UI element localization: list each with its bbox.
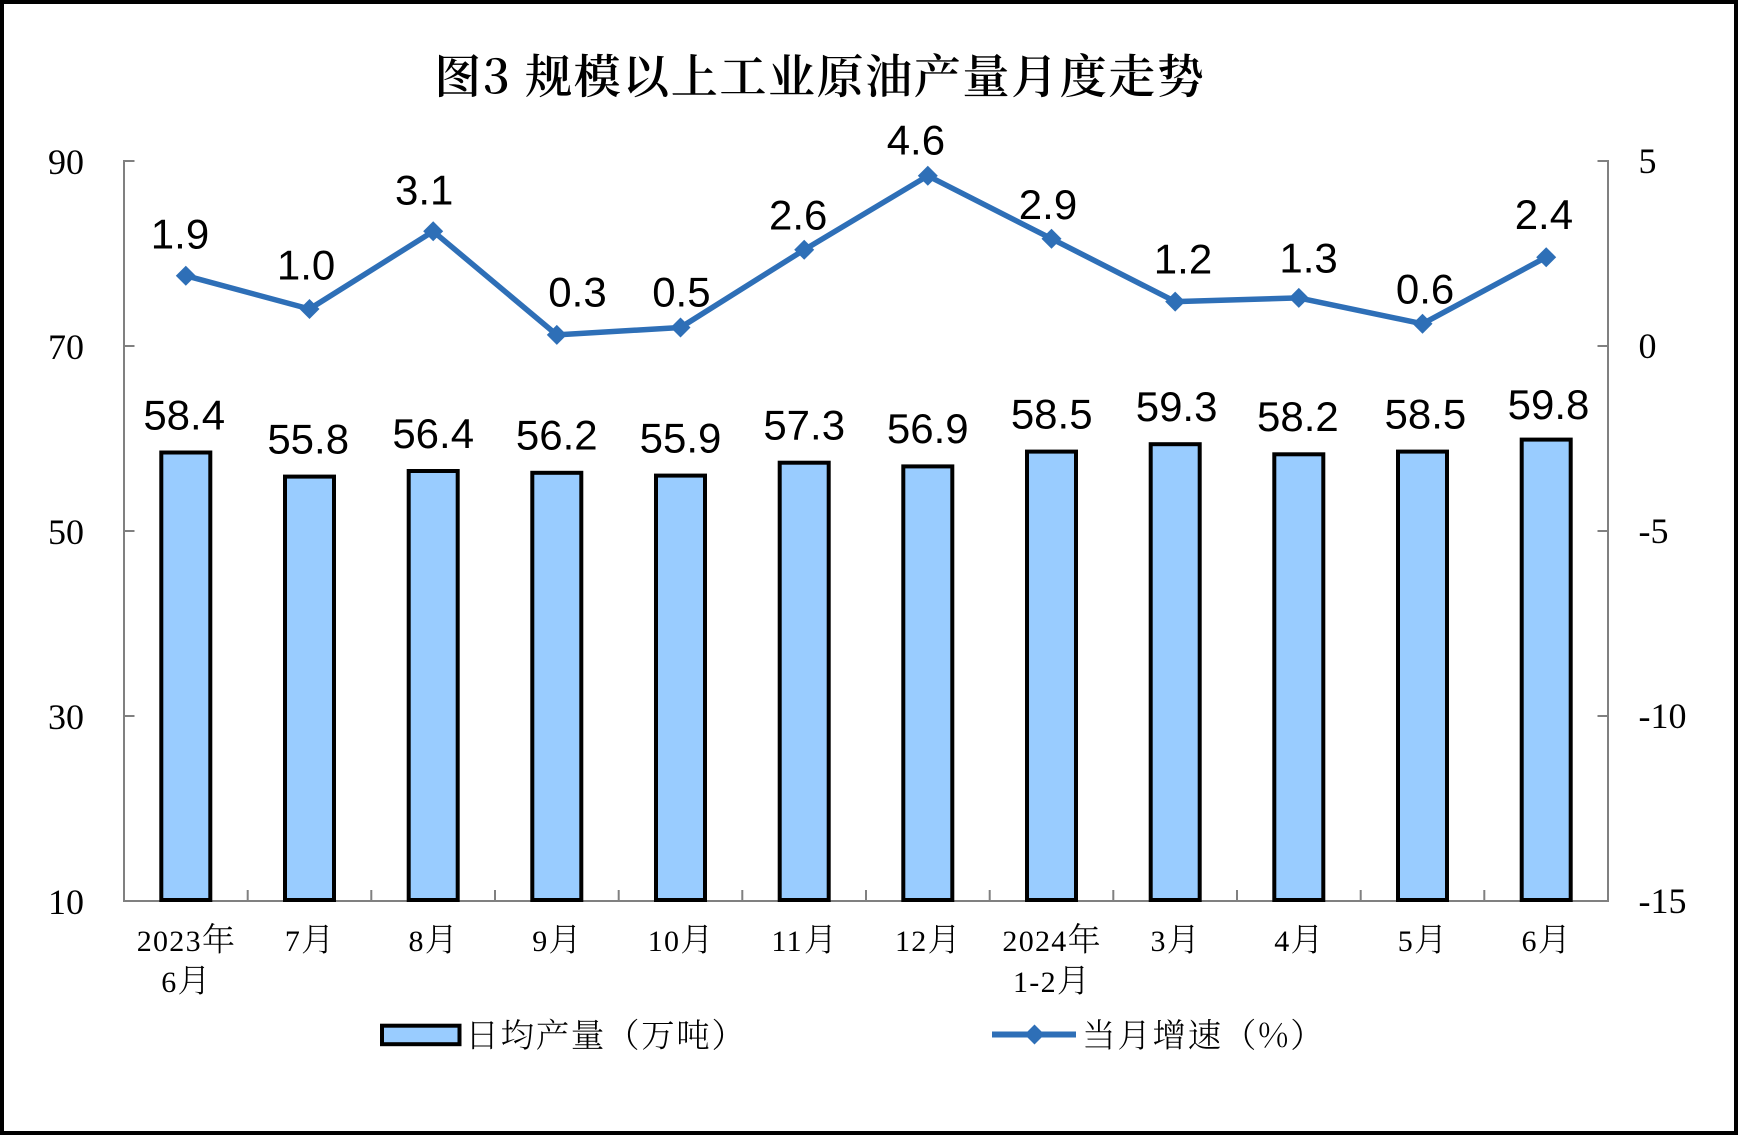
svg-text:10: 10 (48, 882, 84, 922)
svg-text:-5: -5 (1639, 511, 1669, 551)
svg-text:58.5: 58.5 (1011, 390, 1093, 437)
svg-text:8: 8 (409, 925, 425, 958)
svg-text:-10: -10 (1639, 696, 1687, 736)
svg-text:5: 5 (1639, 141, 1657, 181)
svg-text:1.9: 1.9 (151, 211, 209, 258)
svg-text:1.0: 1.0 (277, 241, 335, 288)
svg-text:5: 5 (1398, 925, 1414, 958)
svg-text:90: 90 (48, 142, 84, 182)
svg-text:56.4: 56.4 (392, 410, 474, 457)
svg-text:0.5: 0.5 (652, 268, 710, 315)
svg-text:12: 12 (895, 925, 928, 958)
svg-text:2023: 2023 (137, 925, 202, 958)
svg-text:2.4: 2.4 (1515, 191, 1573, 238)
svg-text:2.6: 2.6 (769, 191, 827, 238)
svg-text:59.8: 59.8 (1508, 381, 1590, 428)
svg-text:58.5: 58.5 (1385, 390, 1467, 437)
svg-text:3: 3 (1151, 925, 1167, 958)
svg-text:56.2: 56.2 (516, 412, 598, 459)
svg-text:56.9: 56.9 (887, 405, 969, 452)
svg-text:58.2: 58.2 (1257, 393, 1339, 440)
svg-text:3.1: 3.1 (395, 167, 453, 214)
svg-text:1.3: 1.3 (1279, 235, 1337, 282)
svg-text:1-2: 1-2 (1013, 966, 1057, 999)
svg-text:-15: -15 (1639, 881, 1687, 921)
svg-text:0: 0 (1639, 326, 1657, 366)
svg-text:1.2: 1.2 (1154, 235, 1212, 282)
svg-text:6: 6 (1522, 925, 1538, 958)
svg-text:0.6: 0.6 (1396, 265, 1454, 312)
svg-text:9: 9 (532, 925, 548, 958)
svg-text:58.4: 58.4 (143, 391, 225, 438)
svg-text:55.8: 55.8 (267, 415, 349, 462)
svg-text:30: 30 (48, 697, 84, 737)
svg-text:6: 6 (161, 966, 177, 999)
svg-text:4: 4 (1274, 925, 1290, 958)
svg-text:70: 70 (48, 327, 84, 367)
svg-text:59.3: 59.3 (1136, 383, 1218, 430)
svg-text:4.6: 4.6 (887, 116, 945, 163)
svg-text:2.9: 2.9 (1019, 181, 1077, 228)
svg-text:50: 50 (48, 512, 84, 552)
svg-text:11: 11 (771, 925, 803, 958)
svg-text:55.9: 55.9 (640, 414, 722, 461)
svg-text:10: 10 (648, 925, 681, 958)
svg-text:7: 7 (285, 925, 301, 958)
svg-text:2024: 2024 (1002, 925, 1067, 958)
svg-text:57.3: 57.3 (763, 402, 845, 449)
svg-text:0.3: 0.3 (548, 268, 606, 315)
